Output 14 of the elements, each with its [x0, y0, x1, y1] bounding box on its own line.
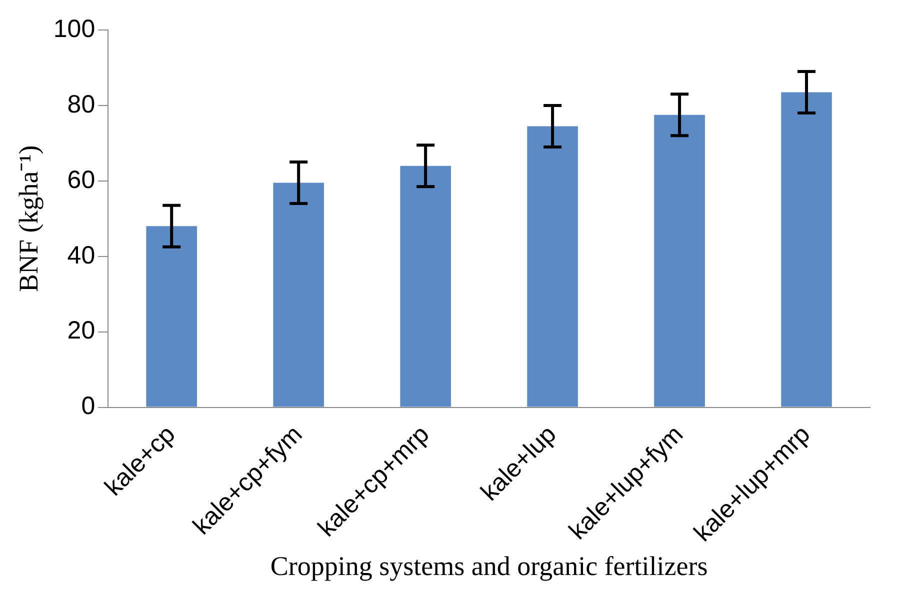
y-axis-title: BNF (kgha⁻¹): [13, 145, 44, 292]
bar: [273, 182, 324, 407]
x-axis-title: Cropping systems and organic fertilizers: [270, 550, 708, 581]
bar: [146, 226, 197, 407]
y-tick-label: 80: [67, 90, 96, 118]
y-tick-label: 40: [67, 241, 96, 270]
bar: [527, 126, 578, 407]
y-tick-label: 100: [53, 14, 96, 43]
bar: [781, 92, 832, 407]
bar: [654, 114, 705, 407]
y-tick-label: 60: [67, 166, 96, 194]
y-tick-label: 20: [67, 316, 96, 345]
y-tick-label: 0: [81, 392, 96, 420]
bar: [400, 166, 451, 407]
